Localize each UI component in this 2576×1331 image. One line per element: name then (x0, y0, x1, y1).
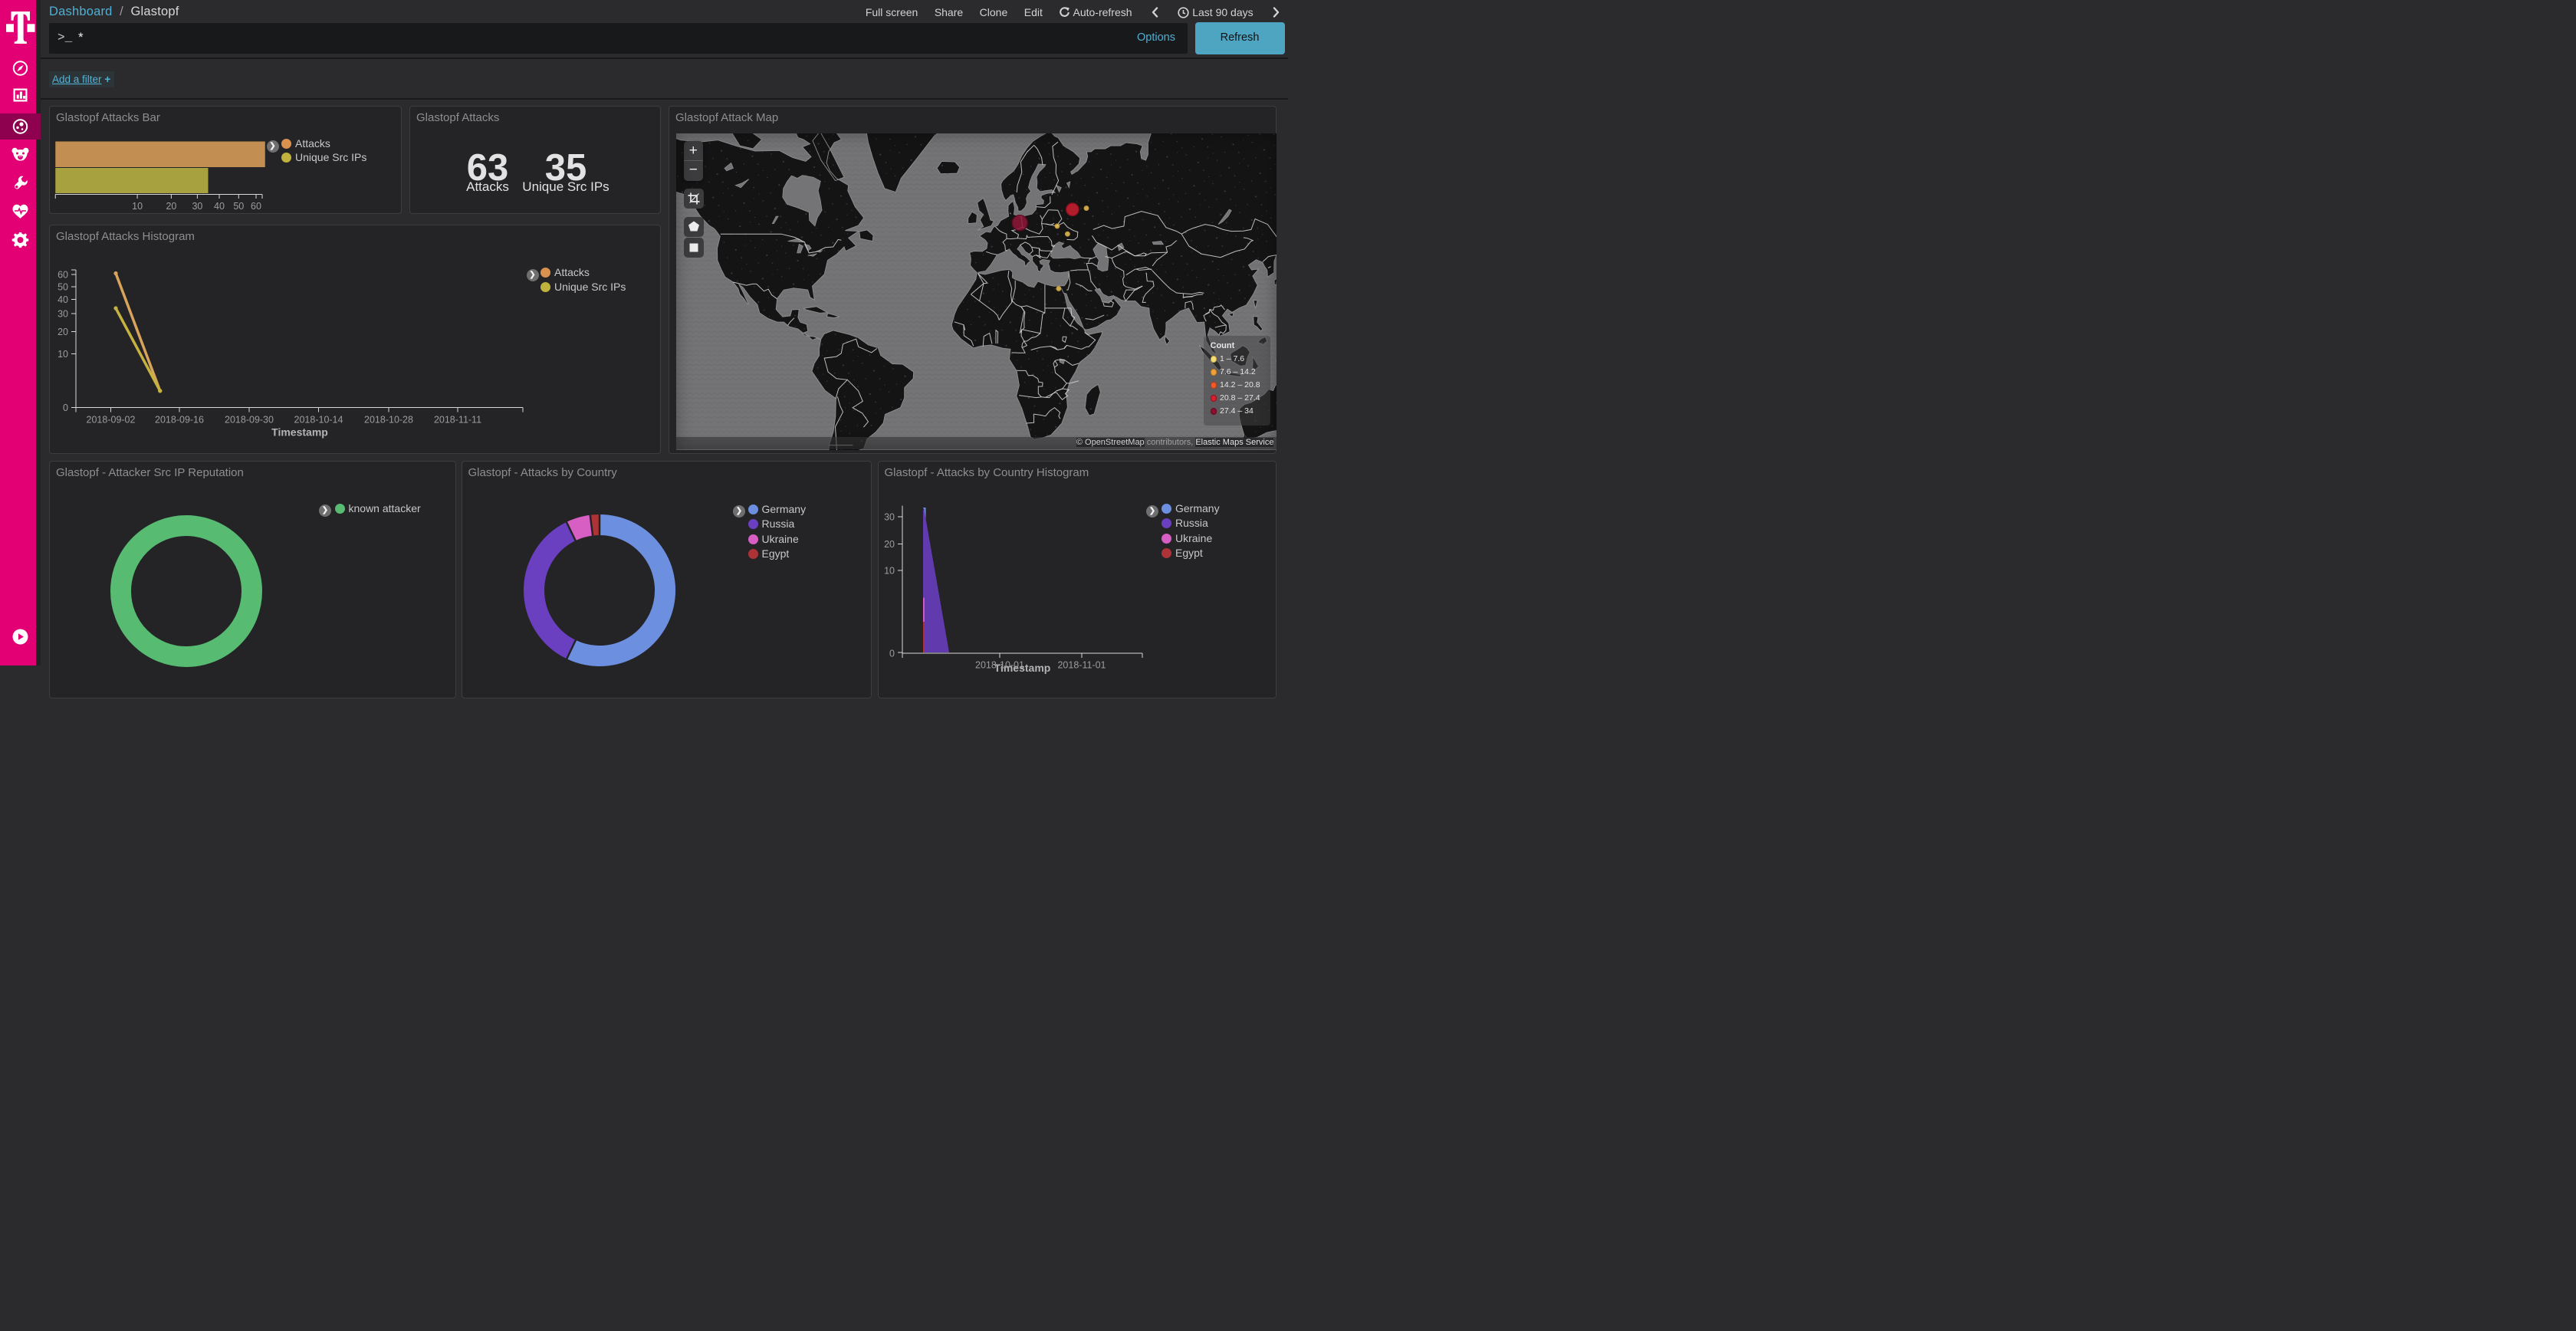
svg-text:2018-11-01: 2018-11-01 (1057, 659, 1106, 670)
svg-text:20: 20 (884, 539, 895, 550)
svg-text:20: 20 (166, 201, 176, 212)
svg-text:30: 30 (884, 511, 895, 522)
svg-text:0: 0 (63, 403, 68, 413)
svg-text:10: 10 (132, 201, 143, 212)
svg-text:2018-10-01: 2018-10-01 (975, 659, 1024, 670)
svg-text:30: 30 (192, 201, 202, 212)
svg-text:2018-09-02: 2018-09-02 (87, 414, 136, 425)
svg-text:2018-11-11: 2018-11-11 (434, 414, 481, 425)
svg-text:10: 10 (884, 565, 895, 576)
svg-text:Timestamp: Timestamp (271, 426, 328, 438)
svg-text:40: 40 (214, 201, 225, 212)
svg-text:60: 60 (58, 269, 68, 280)
svg-text:2018-09-16: 2018-09-16 (155, 414, 204, 425)
svg-text:50: 50 (233, 201, 244, 212)
svg-text:50: 50 (58, 281, 68, 292)
svg-text:10: 10 (58, 349, 68, 360)
svg-text:Timestamp: Timestamp (994, 662, 1050, 674)
svg-text:2018-10-28: 2018-10-28 (364, 414, 413, 425)
svg-text:2018-10-14: 2018-10-14 (294, 414, 343, 425)
svg-text:60: 60 (251, 201, 261, 212)
svg-text:0: 0 (889, 648, 895, 659)
svg-text:40: 40 (58, 294, 68, 305)
svg-text:2018-09-30: 2018-09-30 (225, 414, 274, 425)
svg-text:30: 30 (58, 308, 68, 319)
svg-text:20: 20 (58, 327, 68, 337)
